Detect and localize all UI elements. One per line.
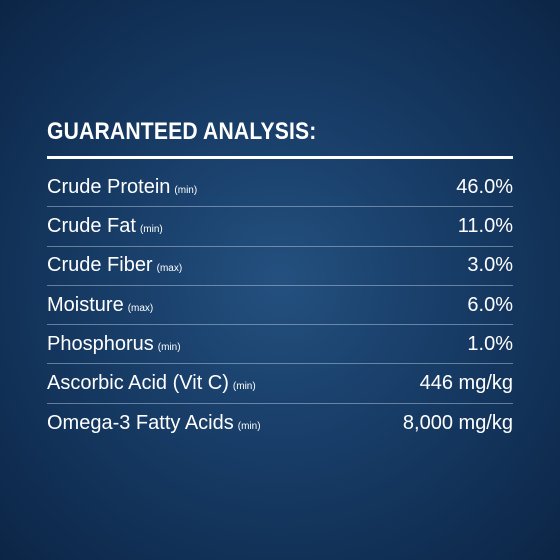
table-row: Crude Protein (min) 46.0% — [47, 168, 513, 208]
nutrient-qualifier: (max) — [156, 263, 183, 275]
nutrient-name: Crude Protein — [47, 175, 171, 198]
nutrient-qualifier: (min) — [174, 184, 198, 196]
nutrient-cell: Omega-3 Fatty Acids (min) — [47, 412, 261, 435]
table-row: Moisture (max) 6.0% — [47, 286, 513, 326]
nutrient-name: Omega-3 Fatty Acids — [47, 411, 234, 434]
title: GUARANTEED ANALYSIS: — [47, 118, 317, 145]
nutrient-cell: Moisture (max) — [47, 294, 153, 317]
nutrient-name: Ascorbic Acid (Vit C) — [47, 372, 229, 395]
nutrient-cell: Crude Protein (min) — [47, 176, 197, 199]
nutrient-value: 446 mg/kg — [419, 372, 513, 395]
nutrient-value: 3.0% — [467, 254, 513, 277]
table-row: Crude Fat (min) 11.0% — [47, 207, 513, 247]
nutrient-value: 8,000 mg/kg — [402, 411, 513, 434]
nutrient-cell: Phosphorus (min) — [47, 333, 181, 356]
nutrient-qualifier: (min) — [157, 341, 181, 353]
nutrient-value: 11.0% — [457, 214, 513, 237]
nutrient-qualifier: (max) — [127, 302, 154, 314]
analysis-table: Crude Protein (min) 46.0% Crude Fat (min) 11.… — [47, 168, 513, 443]
table-row: Crude Fiber (max) 3.0% — [47, 247, 513, 286]
nutrient-qualifier: (min) — [139, 223, 163, 235]
nutrient-cell: Crude Fiber (max) — [47, 254, 182, 277]
nutrient-value: 6.0% — [467, 293, 513, 316]
nutrient-name: Moisture — [47, 293, 124, 316]
table-row: Omega-3 Fatty Acids (min) 8,000 mg/kg — [47, 404, 513, 443]
title-rule — [47, 156, 513, 159]
nutrient-value: 1.0% — [467, 332, 513, 355]
nutrient-name: Crude Fiber — [47, 254, 153, 277]
table-row: Phosphorus (min) 1.0% — [47, 325, 513, 365]
nutrient-value: 46.0% — [456, 175, 513, 198]
nutrient-qualifier: (min) — [232, 381, 256, 393]
nutrient-qualifier: (min) — [237, 420, 261, 432]
nutrient-name: Crude Fat — [47, 214, 136, 237]
nutrient-cell: Crude Fat (min) — [47, 215, 163, 238]
table-row: Ascorbic Acid (Vit C) (min) 446 mg/kg — [47, 364, 513, 404]
nutrient-cell: Ascorbic Acid (Vit C) (min) — [47, 372, 256, 395]
nutrient-name: Phosphorus — [47, 332, 154, 355]
